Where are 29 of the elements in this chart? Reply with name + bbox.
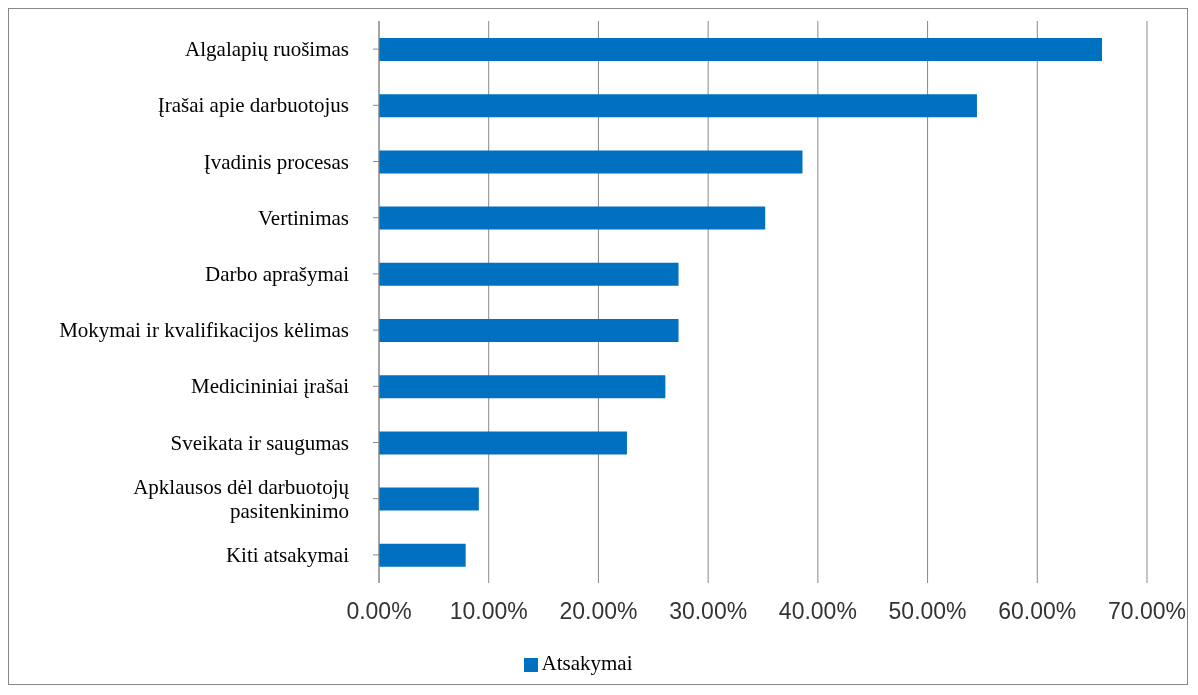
x-tick-label: 0.00%	[346, 598, 412, 625]
y-tick-label: Medicininiai įrašai	[190, 374, 350, 399]
y-tick-label: Mokymai ir kvalifikacijos kėlimas	[59, 318, 349, 343]
bar	[379, 319, 679, 342]
y-tick-label: Kiti atsakymai	[225, 542, 350, 567]
x-tick-label: 60.00%	[998, 598, 1077, 625]
legend-label: Atsakymai	[541, 651, 633, 675]
bar	[379, 38, 1103, 61]
x-tick-label: 40.00%	[778, 598, 857, 625]
bar	[379, 487, 479, 511]
y-tick-label: Įvadinis procesas	[203, 149, 349, 174]
x-tick-label: 30.00%	[669, 598, 748, 625]
y-tick-label: Apklausos dėl darbuotojų pasitenkinimo	[133, 474, 350, 523]
x-tick-label: 70.00%	[1107, 598, 1187, 625]
y-tick-label: Sveikata ir saugumas	[170, 430, 349, 455]
y-tick-label: Vertinimas	[258, 205, 349, 230]
bar	[379, 375, 666, 399]
x-tick-label: 50.00%	[888, 598, 967, 625]
y-tick-label: Įrašai apie darbuotojus	[157, 93, 349, 118]
bar	[379, 94, 977, 118]
y-tick-label: Darbo aprašymai	[204, 261, 350, 286]
bar	[379, 431, 627, 455]
x-tick-label: 20.00%	[559, 598, 638, 625]
x-tick-label: 10.00%	[449, 598, 528, 625]
bar	[379, 150, 803, 174]
bar	[379, 206, 766, 230]
y-tick-label: Algalapių ruošimas	[185, 37, 349, 62]
bar	[379, 262, 679, 286]
bar	[379, 543, 466, 567]
